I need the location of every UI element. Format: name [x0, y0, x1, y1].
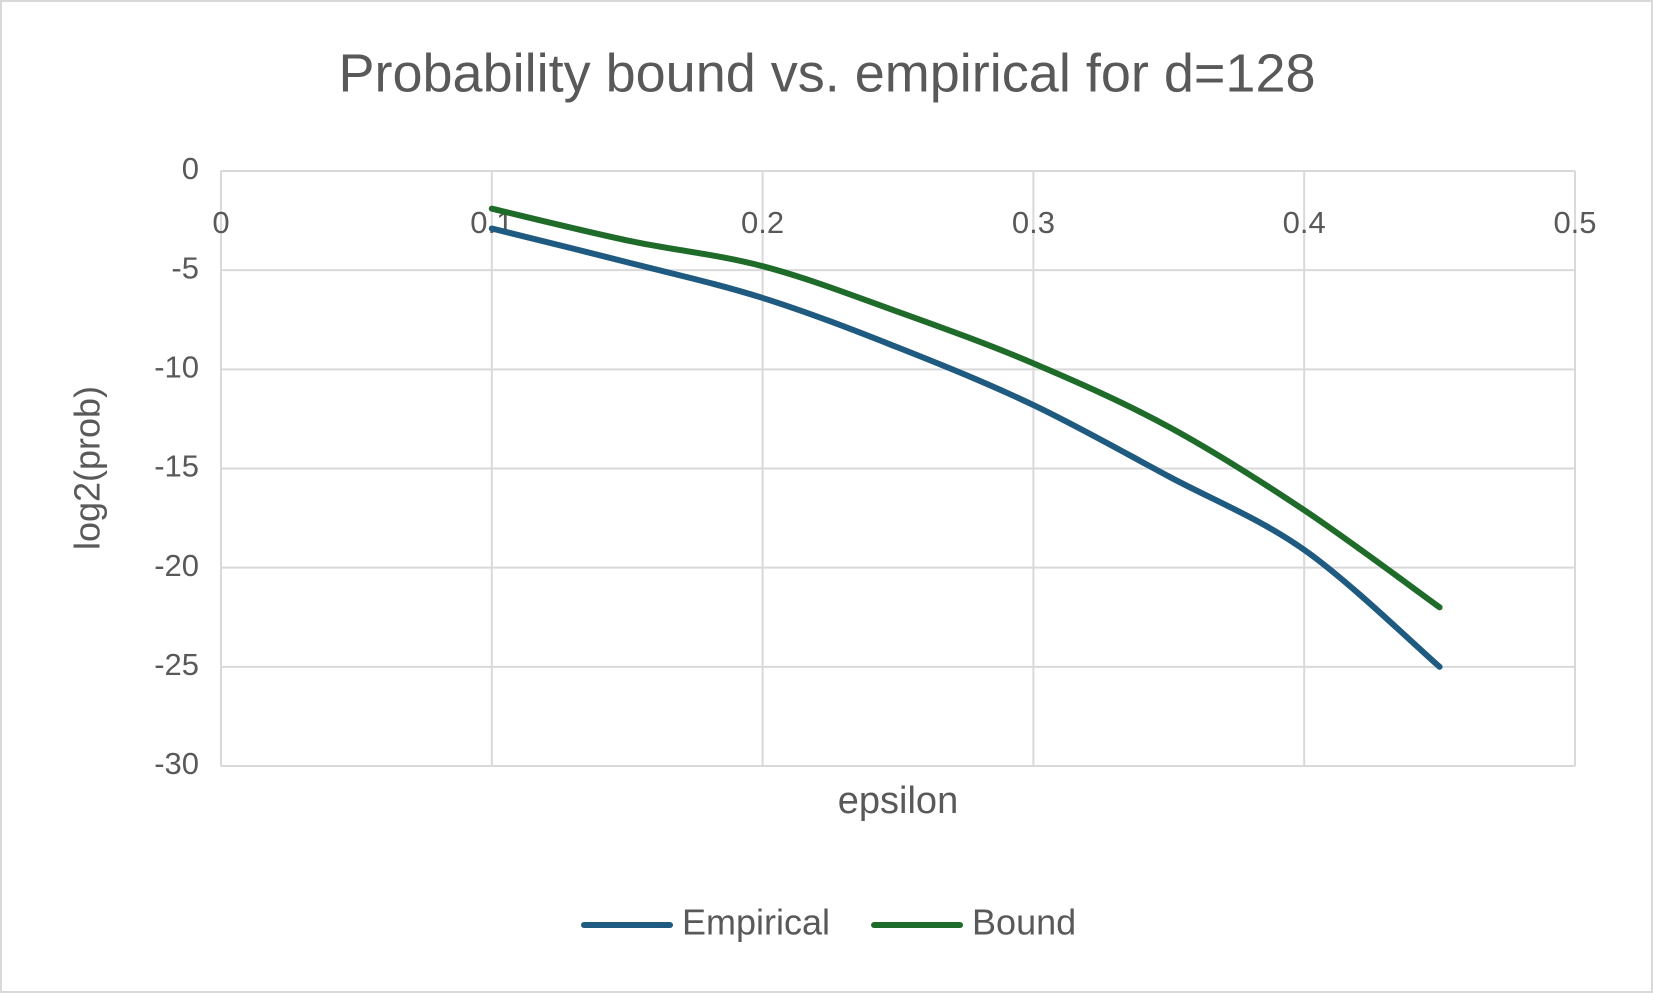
y-tick-label: -25: [154, 647, 199, 682]
y-tick-label: -10: [154, 350, 199, 385]
x-tick-label: 0.4: [1283, 205, 1326, 240]
y-axis-label: log2(prob): [67, 386, 108, 550]
y-tick-label: 0: [182, 151, 199, 186]
x-tick-label: 0.5: [1553, 205, 1596, 240]
legend-label: Empirical: [682, 902, 830, 943]
y-tick-label: -20: [154, 548, 199, 583]
x-tick-label: 0.3: [1012, 205, 1055, 240]
y-tick-label: -15: [154, 449, 199, 484]
chart-title: Probability bound vs. empirical for d=12…: [338, 43, 1315, 103]
legend-label: Bound: [972, 902, 1076, 943]
y-tick-label: -30: [154, 746, 199, 781]
x-tick-label: 0: [212, 205, 229, 240]
series-line: [488, 205, 1443, 611]
series-line: [488, 225, 1443, 670]
y-tick-label: -5: [171, 250, 199, 285]
x-tick-label: 0.2: [741, 205, 784, 240]
x-axis-label: epsilon: [838, 780, 958, 822]
